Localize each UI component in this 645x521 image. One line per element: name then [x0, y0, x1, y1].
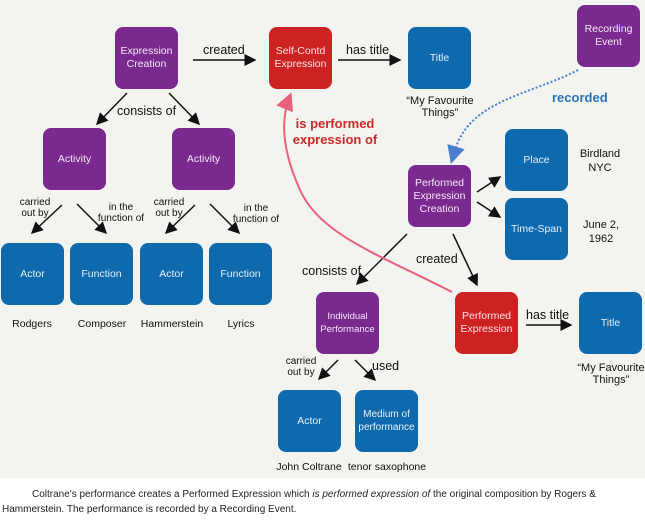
- node-performed-expression-creation: Performed Expression Creation: [408, 165, 471, 227]
- edge-place: [476, 176, 502, 193]
- label-carried-out-by1: carried out by: [19, 197, 51, 219]
- figure-caption: Coltrane's performance creates a Perform…: [2, 487, 642, 517]
- node-self-contd-expression: Self-Contd Expression: [269, 27, 332, 89]
- diagram-canvas: Expression Creation Self-Contd Expressio…: [0, 0, 645, 478]
- edge-carried-out-by1: [30, 204, 63, 235]
- label-has-title2: has title: [526, 308, 570, 322]
- node-expression-creation: Expression Creation: [115, 27, 178, 89]
- node-place: Place: [505, 129, 568, 191]
- node-performed-expression: Performed Expression: [455, 292, 518, 354]
- caption-italic: is performed expression of: [312, 489, 431, 500]
- value-time-span: June 2, 1962: [582, 219, 620, 245]
- node-time-span: Time-Span: [505, 198, 568, 260]
- label-consists-of2: consists of: [302, 264, 362, 278]
- value-rodgers: Rodgers: [12, 318, 52, 330]
- value-title2: “My Favourite Things”: [577, 362, 645, 386]
- node-actor2: Actor: [140, 243, 203, 305]
- node-medium: Medium of performance: [355, 390, 418, 452]
- edge-consists-of2: [355, 233, 408, 286]
- label-created1: created: [203, 43, 245, 57]
- label-created2: created: [416, 252, 458, 266]
- edge-time-span: [476, 201, 502, 218]
- caption-part2: the original composition by Rogers & Ham…: [2, 489, 596, 515]
- label-in-function-of2: in the function of: [232, 203, 280, 225]
- value-medium: tenor saxophone: [347, 461, 427, 473]
- node-title1: Title: [408, 27, 471, 89]
- label-carried-out-by2: carried out by: [153, 197, 185, 219]
- edges-layer: [30, 54, 579, 382]
- node-activity1: Activity: [43, 128, 106, 190]
- label-carried-out-by3: carried out by: [285, 356, 317, 378]
- edge-created2: [452, 233, 478, 287]
- edge-consists-of1b: [168, 92, 201, 126]
- node-title2: Title: [579, 292, 642, 354]
- caption-part1: Coltrane's performance creates a Perform…: [32, 489, 313, 500]
- node-function1: Function: [70, 243, 133, 305]
- label-in-function-of1: in the function of: [97, 202, 145, 224]
- node-activity2: Activity: [172, 128, 235, 190]
- value-place: Birdland NYC: [579, 148, 621, 174]
- value-composer: Composer: [77, 318, 127, 330]
- edge-used: [354, 359, 377, 382]
- label-consists-of1: consists of: [117, 104, 177, 118]
- node-recording-event: Recording Event: [577, 5, 640, 67]
- node-actor1: Actor: [1, 243, 64, 305]
- edge-carried-out-by2: [164, 204, 196, 235]
- value-actor3: John Coltrane: [276, 461, 342, 473]
- label-recorded: recorded: [552, 90, 608, 105]
- edge-in-function-of2: [209, 203, 241, 235]
- label-used: used: [372, 359, 400, 373]
- node-individual-performance: Individual Performance: [316, 292, 379, 354]
- node-function2: Function: [209, 243, 272, 305]
- node-actor3: Actor: [278, 390, 341, 452]
- edge-is-performed-expression-of: [276, 92, 453, 293]
- edge-recorded: [447, 69, 579, 164]
- label-has-title1: has title: [346, 43, 390, 57]
- label-is-performed-expression-of: is performed expression of: [292, 116, 378, 147]
- value-lyrics: Lyrics: [227, 318, 255, 330]
- value-hammerstein: Hammerstein: [140, 318, 204, 330]
- edge-carried-out-by3: [317, 359, 339, 381]
- edge-in-function-of1: [76, 203, 108, 235]
- value-title1: “My Favourite Things”: [406, 95, 474, 119]
- edge-consists-of1a: [95, 92, 128, 126]
